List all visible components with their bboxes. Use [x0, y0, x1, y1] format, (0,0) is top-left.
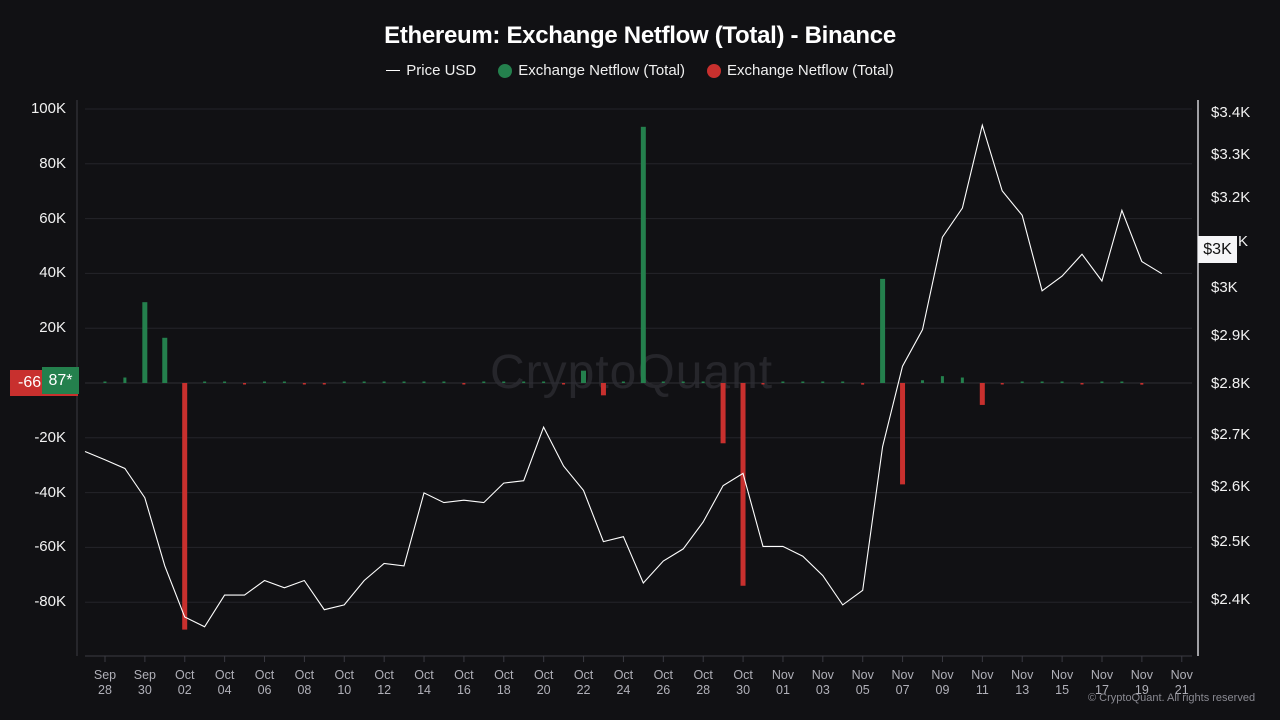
x-ticks	[104, 656, 1183, 662]
x-axis-tick-label: Oct 20	[533, 668, 554, 697]
right-axis-tick: $3.4K	[1211, 104, 1251, 121]
x-axis-tick-label: Oct 14	[414, 668, 434, 697]
x-axis-tick-label: Oct 10	[334, 668, 354, 697]
right-axis-tick: $3.2K	[1211, 189, 1251, 206]
legend-label: Exchange Netflow (Total)	[727, 62, 894, 79]
x-axis-tick-label: Nov 13	[1011, 668, 1034, 697]
x-axis-tick-label: Oct 18	[494, 668, 514, 697]
legend-item-netflow-negative[interactable]: Exchange Netflow (Total)	[707, 62, 894, 79]
x-axis-tick-label: Sep 30	[133, 668, 156, 697]
netflow-bars	[103, 126, 1144, 630]
line-icon	[386, 70, 401, 71]
x-axis-tick-label: Nov 11	[971, 668, 994, 697]
x-axis-tick-label: Nov 03	[811, 668, 834, 697]
red-dot-icon	[707, 63, 721, 78]
x-axis-tick-label: Nov 19	[1130, 668, 1153, 697]
crosshair-value-badge-positive: 87*	[42, 367, 79, 394]
x-axis-tick-label: Nov 05	[851, 668, 874, 697]
x-axis-tick-label: Oct 16	[454, 668, 474, 697]
left-axis-tick: 20K	[39, 319, 66, 337]
x-axis-tick-label: Nov 21	[1170, 668, 1193, 697]
legend: Price USD Exchange Netflow (Total) Excha…	[0, 62, 1280, 79]
right-axis-tick: $2.8K	[1211, 375, 1251, 392]
legend-item-netflow-positive[interactable]: Exchange Netflow (Total)	[498, 62, 685, 79]
price-line	[84, 123, 1163, 628]
left-axis-tick: -80K	[34, 593, 66, 611]
x-axis-tick-label: Nov 07	[891, 668, 914, 697]
right-axis-tick: $2.5K	[1211, 533, 1251, 550]
x-axis-tick-label: Nov 17	[1090, 668, 1114, 697]
chart-title: Ethereum: Exchange Netflow (Total) - Bin…	[384, 22, 896, 49]
x-axis-tick-label: Oct 24	[613, 668, 634, 697]
x-axis-tick-label: Sep 28	[93, 668, 117, 697]
legend-label: Price USD	[406, 62, 477, 79]
right-axis-tick: $3K	[1211, 279, 1238, 296]
x-axis-tick-label: Oct 22	[573, 668, 594, 697]
x-axis-tick-label: Nov 01	[771, 668, 795, 697]
left-axis-tick: -40K	[34, 483, 66, 501]
green-dot-icon	[498, 63, 513, 78]
right-axis-tick: $2.9K	[1211, 327, 1251, 344]
right-axis-tick: K	[1238, 233, 1249, 250]
left-axis-tick: 40K	[39, 264, 66, 282]
right-axis-tick: $2.6K	[1211, 478, 1251, 495]
x-axis-tick-label: Oct 28	[693, 668, 713, 697]
crosshair-price-badge: $3K	[1198, 236, 1237, 263]
left-axis-tick: -60K	[34, 538, 66, 556]
x-axis-tick-label: Oct 06	[254, 668, 275, 697]
right-axis-tick: $2.7K	[1211, 426, 1251, 443]
gridlines	[85, 108, 1192, 603]
x-axis-tick-label: Oct 30	[733, 668, 753, 697]
left-axis-tick: 100K	[30, 100, 66, 117]
left-axis-tick: -20K	[34, 428, 66, 446]
left-axis-tick: 80K	[39, 154, 66, 172]
x-axis-tick-label: Nov 15	[1050, 668, 1074, 697]
x-axis-tick-label: Oct 04	[214, 668, 235, 697]
x-axis-tick-label: Oct 02	[175, 668, 195, 697]
right-axis-tick: $3.3K	[1211, 146, 1251, 163]
copyright-notice: © CryptoQuant. All rights reserved	[1088, 692, 1256, 704]
right-axis-tick: $2.4K	[1211, 591, 1251, 608]
legend-label: Exchange Netflow (Total)	[518, 62, 685, 79]
x-axis-tick-label: Oct 08	[294, 668, 315, 697]
x-axis-tick-label: Oct 12	[374, 668, 394, 697]
left-axis-tick: 60K	[39, 209, 66, 227]
legend-item-price[interactable]: Price USD	[386, 62, 476, 79]
x-axis-tick-label: Oct 26	[653, 668, 674, 697]
x-axis-tick-label: Nov 09	[931, 668, 954, 697]
